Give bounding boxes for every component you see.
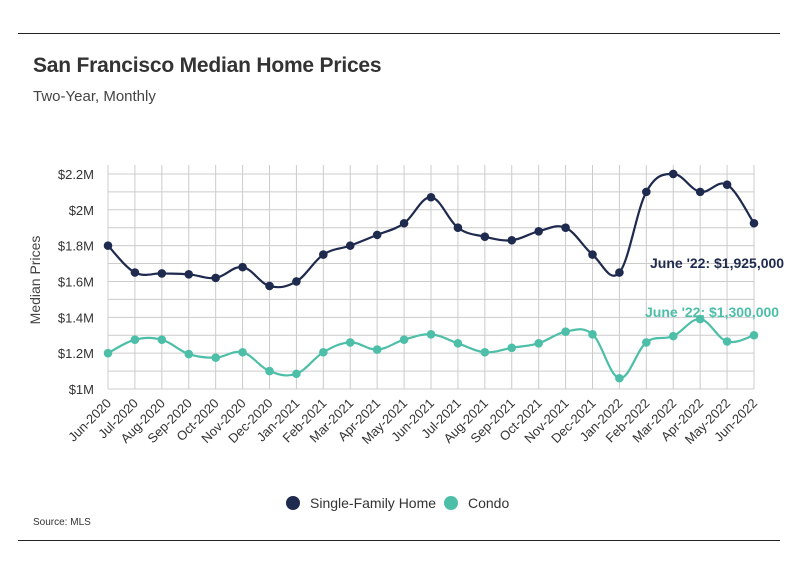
single-family-home-point [642,187,651,197]
y-tick-label: $1.6M [58,274,94,289]
chart-title: San Francisco Median Home Prices [33,54,382,77]
single-family-home-point [292,277,301,286]
single-family-home-point [507,235,517,245]
condo-point [561,327,570,336]
y-tick-label: $1.2M [58,346,94,361]
single-family-home-point [749,218,759,228]
condo-point [507,343,517,353]
single-family-home-point [561,223,570,233]
condo-point [642,338,651,347]
y-axis-label: Median Prices [27,236,43,325]
condo-point [668,331,678,341]
single-family-home-point [426,192,436,202]
single-family-home-point [668,169,678,179]
bottom-rule [18,540,780,541]
condo-point [319,347,328,357]
y-tick-label: $2.2M [58,167,94,182]
top-rule [18,33,780,34]
condo-point [749,330,759,340]
single-family-home-point [238,262,247,272]
single-family-home-point [211,273,220,283]
single-family-home-point [130,268,140,277]
legend-condo-label: Condo [468,495,509,511]
single-family-home-point [372,230,382,240]
series-points [103,169,759,383]
y-axis-ticks: $1M $1.2M $1.4M $1.6M $1.8M $2M $2.2M [58,167,94,397]
y-tick-label: $1M [69,382,94,397]
single-family-home-point [319,250,328,259]
condo-point [453,339,463,348]
single-family-home-point [345,241,355,250]
condo-point [211,353,220,362]
single-family-home-point [480,232,490,241]
condo-point [130,335,140,345]
single-family-home-point [722,180,732,190]
x-axis-ticks: Jun-2020Jul-2020Aug-2020Sep-2020Oct-2020… [65,396,760,447]
single-family-home-point [615,268,624,277]
condo-point [588,330,597,339]
single-family-home-point [695,187,705,197]
y-tick-label: $2M [69,203,94,218]
legend-condo-marker [444,496,458,510]
condo-point [103,348,113,358]
single-family-home-point [453,223,463,233]
condo-point [722,337,732,346]
single-family-home-point [265,281,274,291]
condo-point [238,347,247,357]
condo-point [534,339,543,348]
single-family-home-point [103,241,113,250]
legend-single-family-home-label: Single-Family Home [310,495,436,511]
chart-subtitle: Two-Year, Monthly [33,88,156,105]
condo-point [695,314,705,324]
single-family-annotation: June '22: $1,925,000 [650,255,784,271]
condo-annotation: June '22: $1,300,000 [645,304,779,320]
condo-point [157,335,167,345]
condo-point [615,373,624,383]
condo-point [426,330,436,339]
legend: Single-Family Home Condo [286,495,509,511]
condo-point [345,338,355,347]
legend-single-family-home-marker [286,496,300,510]
single-family-home-point [588,250,597,259]
annotations: June '22: $1,925,000 June '22: $1,300,000 [645,255,784,320]
y-tick-label: $1.8M [58,239,94,254]
condo-point [399,335,409,345]
source-note: Source: MLS [33,517,91,528]
condo-point [265,366,274,376]
condo-point [372,345,382,354]
single-family-home-point [184,270,194,279]
y-tick-label: $1.4M [58,310,94,325]
condo-point [480,347,490,357]
condo-point [292,369,301,379]
condo-point [184,349,194,359]
single-family-home-point [399,218,409,228]
single-family-home-point [157,269,167,278]
single-family-home-point [534,227,543,236]
